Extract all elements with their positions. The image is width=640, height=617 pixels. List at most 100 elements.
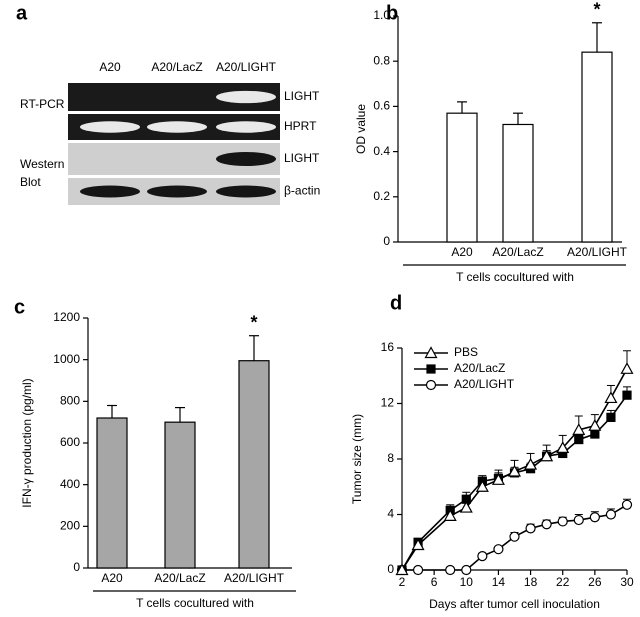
series-line [401,394,628,571]
marker [572,423,586,435]
marker [604,391,618,404]
legend-marker [425,379,437,391]
bar [164,421,196,569]
panel-label: a [16,2,28,24]
panel-label: c [14,296,25,318]
marker [395,563,409,576]
error-bar [513,112,523,125]
marker [621,499,633,510]
row-label: β-actin [284,184,320,198]
x-tick-label: A20/LacZ [154,571,205,585]
marker [588,418,602,431]
marker [540,449,554,462]
y-tick-label: 8 [387,451,394,465]
marker [605,509,617,520]
legend-marker [426,364,436,374]
marker [606,412,616,422]
x-tick-label: A20/LIGHT [567,245,628,259]
marker [556,441,570,453]
y-tick-label: 16 [381,340,395,354]
marker [493,544,504,555]
marker [557,516,568,527]
marker [590,429,600,439]
bar [96,417,128,569]
marker [443,509,457,521]
band [147,121,207,133]
band [216,185,276,198]
marker [491,473,505,485]
x-tick-label: A20/LacZ [492,245,543,259]
marker [509,531,520,542]
error-bar [249,335,259,361]
x-tick-label: 26 [588,575,602,589]
group-label: Western [20,157,64,171]
marker [445,564,456,576]
y-tick-label: 0 [73,560,80,574]
error-bar [107,404,117,418]
band [80,121,140,133]
marker [573,514,584,526]
band [216,121,276,133]
y-tick-label: 600 [60,435,80,449]
group-label: RT-PCR [20,97,65,111]
y-tick-label: 1000 [53,352,80,366]
marker [524,457,538,470]
bar [446,112,478,243]
y-tick-label: 0.8 [373,53,390,67]
x-tick-label: 22 [556,575,570,589]
y-axis-label: Tumor size (mm) [350,414,364,504]
y-tick-label: 0 [387,562,394,576]
band [147,185,207,198]
marker [622,390,632,400]
band [80,185,140,198]
y-tick-label: 12 [381,396,395,410]
marker [589,512,600,523]
y-tick-label: 0.4 [373,144,390,158]
x-tick-label: 30 [620,575,634,589]
significance-marker: * [250,312,257,332]
marker [475,480,489,492]
x-tick-label: A20/LIGHT [224,571,285,585]
significance-marker: * [593,0,600,20]
y-tick-label: 400 [60,477,80,491]
y-tick-label: 1200 [53,310,80,324]
y-tick-label: 800 [60,394,80,408]
group-label: Blot [20,175,41,189]
marker [525,523,536,534]
lane-label: A20/LIGHT [216,60,277,74]
marker [411,538,425,551]
x-axis-label: T cells cocultured with [456,270,574,284]
legend-label: A20/LIGHT [454,377,515,391]
y-tick-label: 0.6 [373,99,390,113]
lane-label: A20 [99,60,121,74]
legend-label: PBS [454,345,478,359]
y-axis-label: IFN-γ production (pg/ml) [20,378,34,507]
marker [461,564,472,576]
x-tick-label: A20 [451,245,473,259]
band [216,151,276,167]
y-tick-label: 200 [60,519,80,533]
marker [459,500,473,513]
legend-label: A20/LacZ [454,361,505,375]
y-tick-label: 0.2 [373,189,390,203]
marker [477,551,488,562]
bar [238,360,270,569]
y-tick-label: 0 [383,234,390,248]
x-tick-label: 14 [492,575,506,589]
row-label: HPRT [284,119,317,133]
x-tick-label: A20 [101,571,123,585]
x-tick-label: 6 [431,575,438,589]
error-bar [592,22,602,53]
y-tick-label: 1.0 [373,8,390,22]
error-bar [175,406,185,423]
legend-marker [424,346,438,359]
panel-label: d [390,292,402,314]
y-axis-label: OD value [354,104,368,154]
bar [502,123,534,243]
row-label: LIGHT [284,151,320,165]
x-tick-label: 18 [524,575,538,589]
error-bar [457,101,467,114]
lane-label: A20/LacZ [151,60,202,74]
marker [620,362,634,374]
